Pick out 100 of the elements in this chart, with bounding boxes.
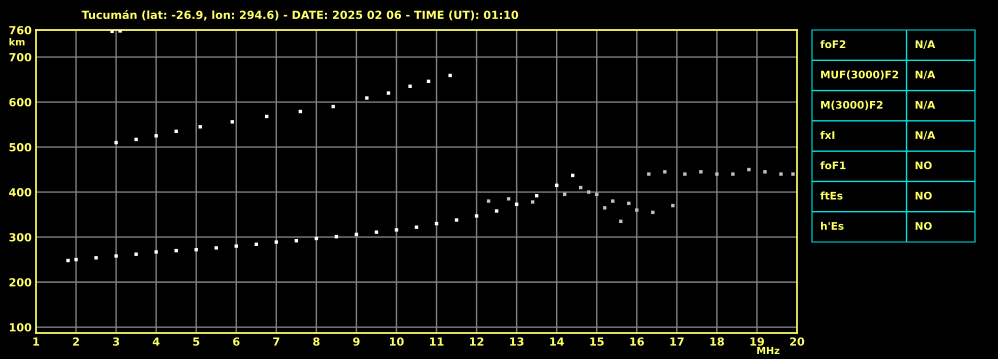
y-tick-label: 300 — [9, 233, 32, 242]
point — [274, 240, 278, 244]
x-tick-label: 7 — [273, 338, 280, 346]
x-tick-label: 15 — [590, 338, 604, 346]
text: fxI — [820, 130, 834, 139]
point — [448, 74, 452, 78]
point — [731, 172, 735, 176]
x-tick-label: 19 — [750, 337, 764, 346]
point — [118, 30, 122, 33]
y-tick-label: 500 — [10, 143, 32, 152]
x-tick-label: 10 — [390, 337, 404, 346]
point — [627, 202, 630, 206]
point — [474, 214, 478, 218]
point — [663, 170, 667, 174]
point — [334, 234, 338, 238]
y-axis-title: km — [9, 38, 25, 46]
text: h'Es — [821, 222, 844, 230]
point — [114, 254, 118, 258]
text: M(3000)F2 — [821, 100, 882, 110]
text: N/A — [916, 40, 936, 49]
point — [571, 174, 574, 178]
text: NO — [916, 192, 932, 200]
text: foF1 — [820, 161, 846, 170]
text: N/A — [916, 70, 936, 80]
y-tick-label: 600 — [9, 98, 32, 106]
point — [534, 194, 538, 198]
text: NO — [916, 161, 932, 170]
point — [791, 172, 795, 176]
point — [354, 232, 358, 236]
point — [554, 184, 558, 188]
x-tick-label: 11 — [430, 338, 444, 346]
point — [394, 228, 398, 232]
point — [114, 140, 118, 144]
point — [298, 110, 302, 114]
point — [331, 104, 335, 108]
x-tick-label: 13 — [510, 337, 524, 346]
point — [454, 218, 458, 222]
point — [635, 208, 638, 212]
x-tick-label: 16 — [630, 337, 644, 346]
point — [414, 225, 418, 229]
point — [74, 258, 78, 262]
point — [747, 168, 751, 172]
x-tick-label: 5 — [193, 338, 200, 346]
point — [603, 206, 606, 210]
point — [134, 252, 138, 256]
text: MUF(3000)F2 — [821, 70, 898, 80]
text: N/A — [916, 100, 936, 110]
y-tick-label: 200 — [10, 278, 32, 287]
point — [486, 199, 490, 203]
point — [506, 197, 510, 201]
point — [434, 222, 438, 226]
point — [94, 256, 98, 260]
point — [494, 209, 498, 213]
point — [715, 172, 719, 176]
point — [647, 172, 651, 176]
point — [198, 125, 202, 128]
point — [265, 114, 268, 118]
point — [174, 248, 178, 252]
point — [230, 120, 234, 124]
point — [619, 220, 622, 224]
point — [194, 248, 198, 252]
point — [234, 244, 238, 248]
point — [154, 134, 158, 138]
point — [579, 186, 582, 190]
point — [595, 192, 598, 196]
point — [514, 202, 518, 206]
point — [374, 230, 378, 234]
y-tick-label: 100 — [10, 323, 32, 332]
point — [651, 210, 655, 214]
text: NO — [916, 222, 932, 230]
point — [587, 190, 590, 194]
point — [530, 200, 534, 204]
x-tick-label: 8 — [313, 337, 320, 346]
point — [254, 242, 258, 246]
point — [110, 30, 114, 34]
point — [611, 199, 614, 203]
x-tick-label: 12 — [470, 337, 484, 346]
x-tick-label: 9 — [353, 337, 360, 346]
x-tick-label: 2 — [73, 337, 79, 346]
point — [174, 130, 178, 133]
point — [408, 84, 412, 88]
point — [294, 239, 298, 242]
point — [365, 96, 369, 100]
point — [134, 138, 138, 142]
x-tick-label: 17 — [670, 338, 684, 346]
x-tick-label: 3 — [112, 337, 120, 346]
chart-title: Tucumán (lat: -26.9, lon: 294.6) - DATE: 2025 02 06 - TIME (UT): 01:10 — [82, 10, 518, 20]
point — [699, 170, 703, 174]
text: ftEs — [820, 192, 842, 200]
x-tick-label: 1 — [33, 338, 40, 346]
point — [671, 204, 675, 208]
x-tick-label: 20 — [790, 337, 804, 346]
point — [562, 192, 566, 196]
x-axis-title: MHz — [757, 346, 780, 354]
y-tick-label: 400 — [9, 188, 32, 196]
x-tick-label: 6 — [233, 337, 240, 346]
point — [763, 170, 767, 174]
y-tick-label: 760 — [9, 26, 32, 34]
point — [779, 172, 783, 176]
x-tick-label: 4 — [152, 338, 160, 346]
